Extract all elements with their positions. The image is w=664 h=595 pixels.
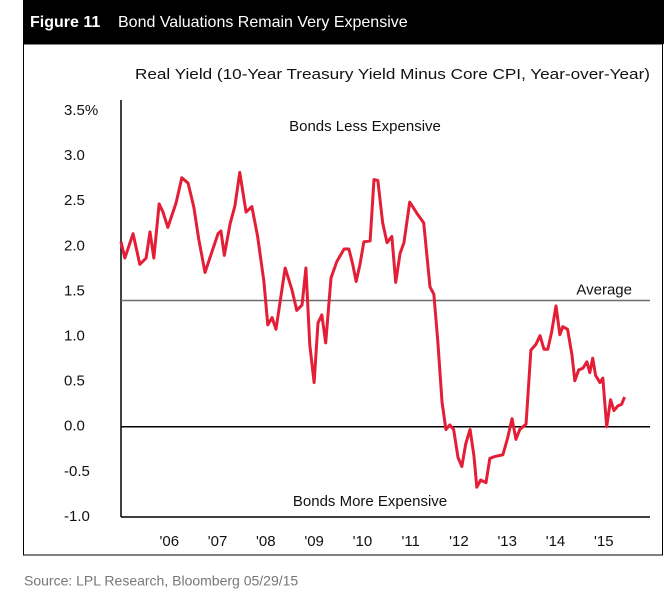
x-tick-label: '15 [594,533,614,550]
x-tick-label: '07 [208,533,228,550]
y-tick-label: -1.0 [64,508,90,525]
average-label: Average [576,281,632,298]
y-tick-label: 2.0 [64,237,85,254]
annotation: Bonds More Expensive [293,493,447,510]
y-tick-label: -0.5 [64,463,90,480]
chart-frame [23,43,663,556]
chart-subtitle: Real Yield (10-Year Treasury Yield Minus… [135,66,650,83]
x-tick-label: '06 [159,533,179,550]
x-tick-label: '12 [449,533,469,550]
source-note: Source: LPL Research, Bloomberg 05/29/15 [24,573,298,589]
chart-title: Bond Valuations Remain Very Expensive [118,14,408,31]
data-line [119,170,626,489]
x-tick-label: '10 [353,533,373,550]
y-tick-label: 3.5% [64,102,98,119]
y-tick-label: 1.0 [64,328,85,345]
y-tick-label: 1.5 [64,282,85,299]
figure-label: Figure 11 [30,14,100,31]
y-tick-label: 3.0 [64,147,85,164]
y-tick-label: 0.0 [64,418,85,435]
x-tick-label: '08 [256,533,276,550]
annotation: Bonds Less Expensive [289,118,441,135]
x-tick-label: '11 [401,533,419,550]
x-tick-label: '09 [304,533,324,550]
x-tick-label: '13 [497,533,517,550]
x-tick-label: '14 [546,533,566,550]
y-tick-label: 0.5 [64,373,85,390]
header-bar [23,0,664,44]
y-tick-label: 2.5 [64,192,85,209]
